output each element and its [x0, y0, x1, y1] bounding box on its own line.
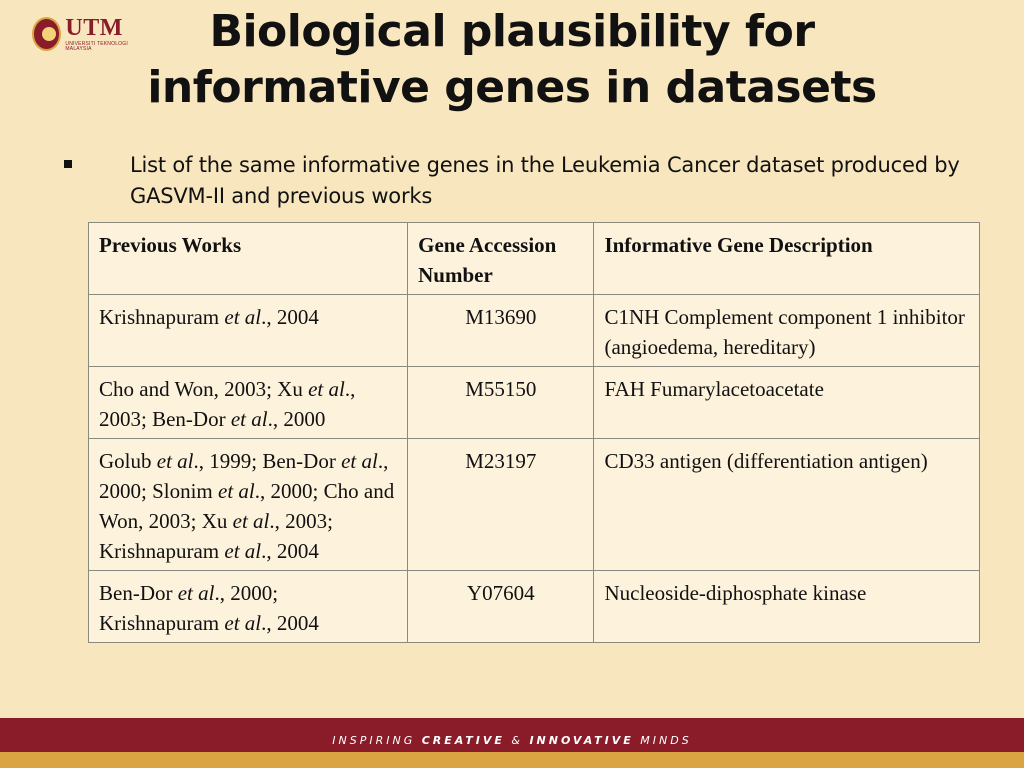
gene-table: Previous Works Gene Accession Number Inf…	[87, 222, 980, 643]
citation-text: ., 2000; Cho and Won, 2003; Xu	[99, 479, 395, 533]
citation-text: ., 2003; Krishnapuram	[99, 509, 333, 563]
table-body: Krishnapuram et al., 2004 M13690 C1NH Comp…	[87, 294, 980, 643]
citation-text: Golub	[99, 449, 157, 473]
table-header-row: Previous Works Gene Accession Number Inf…	[87, 222, 980, 295]
citation-text: Ben-Dor	[99, 581, 178, 605]
et-al-text: et al	[232, 509, 270, 533]
citation-text: ., 1999; Ben-Dor	[193, 449, 342, 473]
table-row: Golub et al., 1999; Ben-Dor et al., 2000…	[87, 438, 980, 571]
cell-gene-accession-number: M13690	[407, 294, 595, 367]
et-al-text: et al	[224, 305, 262, 329]
citation-text: ., 2003; Ben-Dor	[99, 377, 356, 431]
footer-stripe	[0, 752, 1024, 768]
table-row: Cho and Won, 2003; Xu et al., 2003; Ben-…	[87, 366, 980, 439]
et-al-text: et al	[230, 407, 268, 431]
header-gene-accession-number: Gene Accession Number	[407, 222, 595, 295]
cell-gene-description: Nucleoside-diphosphate kinase	[593, 570, 980, 643]
footer-slogan: INSPIRING CREATIVE & INNOVATIVE MINDS	[0, 734, 1024, 747]
table-row: Ben-Dor et al., 2000; Krishnapuram et al…	[87, 570, 980, 643]
footer-slogan-part-3: &	[504, 734, 530, 747]
bullet-text: List of the same informative genes in th…	[130, 153, 960, 208]
logo-name: UTM	[65, 15, 123, 41]
citation-text: ., 2000; Krishnapuram	[99, 581, 279, 635]
footer-slogan-part-2: CREATIVE	[421, 734, 505, 747]
et-al-text: et al	[224, 611, 262, 635]
cell-previous-works: Golub et al., 1999; Ben-Dor et al., 2000…	[87, 438, 409, 571]
utm-logo: UTM UNIVERSITI TEKNOLOGI MALAYSIA	[32, 14, 142, 54]
cell-gene-accession-number: M23197	[407, 438, 595, 571]
et-al-text: et al	[224, 539, 262, 563]
cell-gene-accession-number: Y07604	[407, 570, 595, 643]
cell-previous-works: Cho and Won, 2003; Xu et al., 2003; Ben-…	[87, 366, 409, 439]
logo-subtitle: UNIVERSITI TEKNOLOGI MALAYSIA	[65, 41, 128, 52]
et-al-text: et al	[308, 377, 345, 401]
footer-slogan-part-4: INNOVATIVE	[529, 734, 634, 747]
citation-text: ., 2004	[261, 539, 319, 563]
et-al-text: et al	[341, 449, 378, 473]
footer-slogan-part-1: INSPIRING	[332, 734, 422, 747]
square-bullet-icon	[62, 158, 74, 170]
et-al-text: et al	[177, 581, 215, 605]
citation-text: ., 2000	[267, 407, 326, 431]
header-informative-gene-description: Informative Gene Description	[593, 222, 980, 295]
university-seal-icon	[32, 17, 62, 51]
cell-gene-description: FAH Fumarylacetoacetate	[593, 366, 980, 439]
header-previous-works: Previous Works	[87, 222, 409, 295]
cell-gene-description: CD33 antigen (differentiation antigen)	[593, 438, 980, 571]
et-al-text: et al	[156, 449, 194, 473]
citation-text: ., 2004	[261, 305, 319, 329]
slide-title-line-2: informative genes in datasets	[147, 62, 877, 114]
citation-text: ., 2000; Slonim	[99, 449, 389, 503]
table-row: Krishnapuram et al., 2004 M13690 C1NH Comp…	[87, 294, 980, 367]
slide-title: Biological plausibility for informative …	[100, 4, 924, 117]
cell-previous-works: Krishnapuram et al., 2004	[87, 294, 409, 367]
cell-gene-accession-number: M55150	[407, 366, 595, 439]
logo-text: UTM UNIVERSITI TEKNOLOGI MALAYSIA	[65, 16, 142, 52]
cell-gene-description: C1NH Complement component 1 inhibitor (a…	[593, 294, 980, 367]
cell-previous-works: Ben-Dor et al., 2000; Krishnapuram et al…	[87, 570, 409, 643]
citation-text: Cho and Won, 2003; Xu	[99, 377, 309, 401]
slide-title-line-1: Biological plausibility for	[209, 6, 815, 57]
citation-text: ., 2004	[261, 611, 319, 635]
citation-text: Krishnapuram	[99, 305, 225, 329]
footer-slogan-part-5: MINDS	[633, 734, 692, 747]
et-al-text: et al	[218, 479, 255, 503]
